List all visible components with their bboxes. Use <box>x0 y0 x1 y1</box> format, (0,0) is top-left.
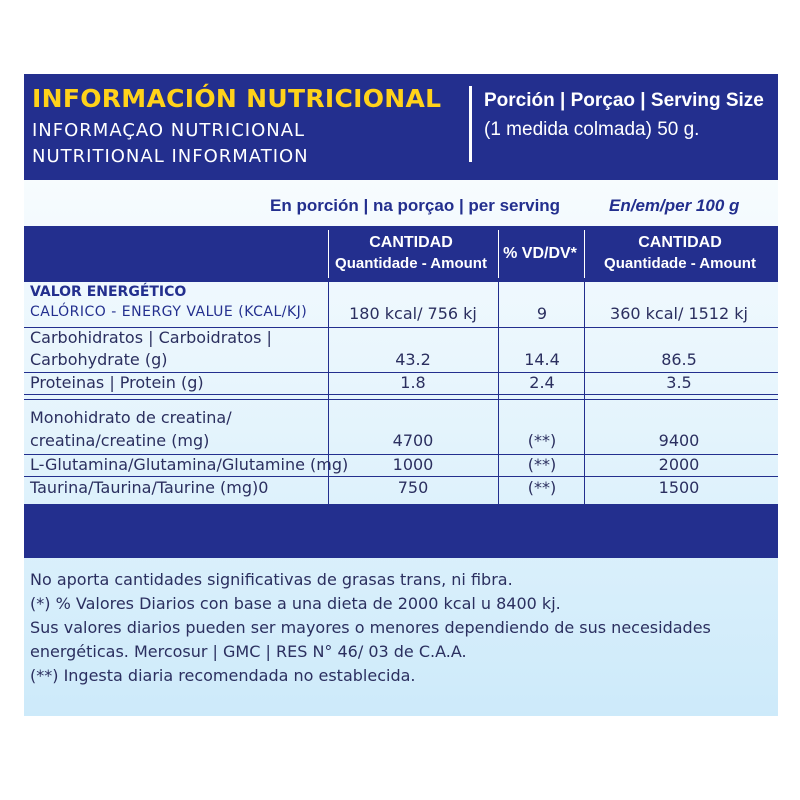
row-taurine-label: Taurina/Taurina/Taurine (mg)0 <box>30 478 269 497</box>
amount-subtitle: Quantidade - Amount <box>335 255 487 272</box>
row-glutamine-per100: 2000 <box>658 455 700 474</box>
row-energy-vd: 9 <box>536 304 548 323</box>
row-carbs-serving: 43.2 <box>395 350 431 369</box>
row-creatine-per100: 9400 <box>658 431 700 450</box>
nutrition-panel <box>24 74 778 716</box>
header-divider <box>469 86 472 162</box>
serving-size: Porción | Porçao | Serving Size (1 medid… <box>484 86 774 144</box>
note-mercosur: energéticas. Mercosur | GMC | RES N° 46/… <box>30 642 467 661</box>
row-carbs-vd: 14.4 <box>524 350 560 369</box>
row-taurine-vd: (**) <box>527 478 557 497</box>
daily-value-title: % VD/DV* <box>503 245 577 262</box>
row-glutamine-label: L-Glutamina/Glutamina/Glutamine (mg) <box>30 455 349 474</box>
column-separator <box>584 230 585 278</box>
table-row-line <box>24 454 778 455</box>
table-column-line <box>498 282 499 504</box>
row-carbs-per100: 86.5 <box>661 350 697 369</box>
amount-100g-header: CANTIDAD Quantidade - Amount <box>586 232 774 274</box>
row-energy-per100: 360 kcal/ 1512 kj <box>610 304 748 323</box>
daily-value-header: % VD/DV* <box>498 243 582 264</box>
column-separator <box>328 230 329 278</box>
row-carbs-label-2: Carbohydrate (g) <box>30 350 168 369</box>
column-separator <box>498 230 499 278</box>
serving-size-value: (1 medida colmada) 50 g. <box>484 119 700 140</box>
row-taurine-per100: 1500 <box>658 478 700 497</box>
title-spanish: INFORMACIÓN NUTRICIONAL <box>32 84 442 113</box>
title-portuguese: INFORMAÇAO NUTRICIONAL <box>32 120 306 141</box>
row-creatine-label: Monohidrato de creatina/ <box>30 408 232 427</box>
title-english: NUTRITIONAL INFORMATION <box>32 146 309 167</box>
energy-section-title: VALOR ENERGÉTICO <box>30 284 187 300</box>
row-carbs-label: Carbohidratos | Carboidratos | <box>30 328 272 347</box>
nutrition-header: INFORMACIÓN NUTRICIONAL INFORMAÇAO NUTRI… <box>24 74 778 180</box>
note-not-established: (**) Ingesta diaria recomendada no estab… <box>30 666 416 685</box>
note-trans-fat: No aporta cantidades significativas de g… <box>30 570 513 589</box>
row-protein-vd: 2.4 <box>529 373 555 392</box>
note-daily-values: (*) % Valores Diarios con base a una die… <box>30 594 561 613</box>
table-row-line <box>24 327 778 328</box>
row-creatine-label-2: creatina/creatine (mg) <box>30 431 210 450</box>
table-row-line <box>24 476 778 477</box>
row-creatine-serving: 4700 <box>392 431 434 450</box>
amount-100g-title: CANTIDAD <box>638 234 722 251</box>
per-serving-caption: En porción | na porçao | per serving <box>270 196 561 215</box>
row-protein-per100: 3.5 <box>666 373 692 392</box>
amount-title: CANTIDAD <box>369 234 453 251</box>
row-energy-serving: 180 kcal/ 756 kj <box>349 304 477 323</box>
serving-size-label: Porción | Porçao | Serving Size <box>484 90 764 111</box>
table-column-line <box>328 282 329 504</box>
amount-100g-subtitle: Quantidade - Amount <box>604 255 756 272</box>
row-protein-label: Proteinas | Protein (g) <box>30 373 204 392</box>
amount-serving-header: CANTIDAD Quantidade - Amount <box>328 232 494 274</box>
per-100g-caption: En/em/per 100 g <box>609 196 740 215</box>
row-protein-serving: 1.8 <box>400 373 426 392</box>
table-column-line <box>584 282 585 504</box>
table-row-line <box>24 399 778 400</box>
row-taurine-serving: 750 <box>397 478 429 497</box>
row-glutamine-serving: 1000 <box>392 455 434 474</box>
column-header-band: CANTIDAD Quantidade - Amount % VD/DV* CA… <box>24 226 778 282</box>
footnotes: No aporta cantidades significativas de g… <box>30 568 770 688</box>
note-needs: Sus valores diarios pueden ser mayores o… <box>30 618 711 637</box>
row-creatine-vd: (**) <box>527 431 557 450</box>
separator-band <box>24 504 778 558</box>
row-glutamine-vd: (**) <box>527 455 557 474</box>
row-energy-label: CALÓRICO - ENERGY VALUE (KCAL/KJ) <box>30 304 308 320</box>
table-row-line <box>24 372 778 373</box>
table-row-line <box>24 394 778 395</box>
